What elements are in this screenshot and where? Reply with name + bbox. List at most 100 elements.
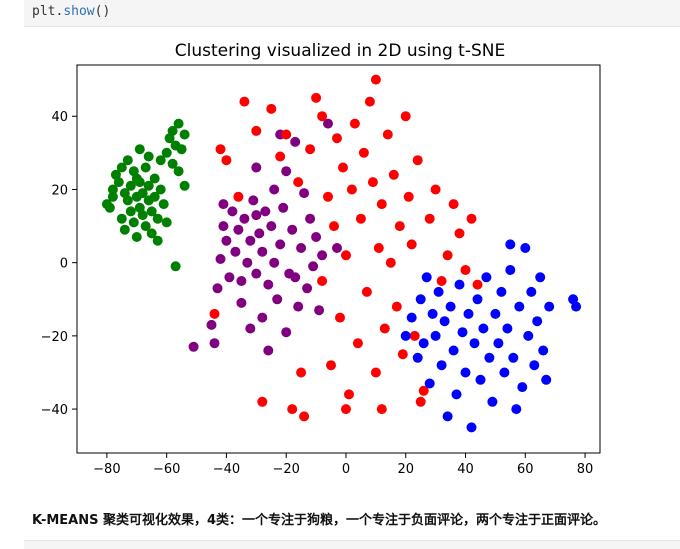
cluster-2-point	[373, 243, 384, 253]
cluster-0-point	[137, 210, 148, 221]
cluster-3-point	[490, 308, 501, 319]
cluster-2-point	[251, 125, 262, 136]
cluster-2-point	[406, 239, 417, 250]
cluster-3-point	[406, 312, 417, 323]
x-tick-label: 20	[397, 462, 414, 477]
x-tick-label: 60	[517, 462, 534, 477]
cluster-1-point	[302, 283, 313, 294]
cluster-2-point	[388, 169, 399, 180]
cluster-1-point	[188, 341, 199, 352]
cluster-3-point	[505, 239, 516, 250]
cluster-0-point	[140, 221, 151, 232]
cluster-2-point	[394, 221, 405, 232]
markdown-text: K-MEANS 聚类可视化效果，4类：一个专注于狗粮，一个专注于负面评论，两个专…	[32, 513, 607, 528]
y-tick-label: 40	[51, 110, 68, 125]
x-tick-label: 40	[457, 462, 474, 477]
cluster-3-point	[466, 422, 477, 433]
cluster-3-point	[535, 272, 546, 283]
x-tick-label: −20	[272, 462, 299, 477]
cluster-0-point	[131, 173, 142, 184]
cluster-1-point	[218, 221, 229, 232]
cluster-2-point	[472, 279, 483, 290]
cluster-0-point	[167, 158, 178, 169]
cluster-1-point	[281, 166, 292, 177]
cluster-1-point	[251, 162, 262, 173]
chart-title: Clustering visualized in 2D using t-SNE	[175, 41, 505, 61]
cluster-3-point	[412, 352, 423, 363]
cluster-3-point	[442, 411, 453, 422]
cluster-2-point	[317, 111, 328, 122]
cluster-3-point	[517, 382, 528, 393]
cluster-0-point	[152, 213, 163, 224]
cluster-3-point	[532, 316, 543, 327]
cluster-0-point	[122, 155, 133, 166]
cluster-2-point	[397, 349, 408, 360]
cluster-0-point	[179, 180, 190, 191]
cluster-2-point	[281, 129, 292, 140]
cluster-3-point	[421, 272, 432, 283]
cluster-1-point	[218, 199, 229, 210]
cluster-2-point	[379, 323, 390, 334]
cluster-3-point	[484, 352, 495, 363]
cluster-1-point	[317, 250, 328, 261]
cluster-1-point	[263, 279, 274, 290]
code-object: plt	[32, 4, 56, 19]
cluster-3-point	[526, 286, 537, 297]
cluster-0-point	[167, 125, 178, 136]
cluster-0-point	[128, 217, 139, 228]
markdown-cell[interactable]: K-MEANS 聚类可视化效果，4类：一个专注于狗粮，一个专注于负面评论，两个专…	[24, 500, 680, 536]
cluster-1-point	[332, 243, 342, 253]
code-cell[interactable]: plt.show()	[24, 0, 680, 27]
next-cell[interactable]	[24, 540, 680, 549]
cluster-1-point	[275, 239, 286, 250]
cluster-1-point	[299, 188, 310, 199]
cluster-0-point	[170, 261, 181, 272]
cluster-3-point	[541, 374, 552, 385]
cluster-3-point	[433, 286, 444, 297]
cluster-3-point	[478, 323, 489, 334]
cluster-2-point	[355, 213, 366, 224]
cluster-1-point	[287, 224, 298, 235]
cluster-3-point	[481, 272, 492, 283]
cluster-2-point	[358, 147, 369, 158]
cluster-2-point	[287, 404, 298, 415]
cluster-0-point	[125, 180, 136, 191]
cluster-3-point	[538, 345, 549, 356]
cluster-2-point	[415, 396, 426, 407]
cluster-3-point	[472, 294, 483, 305]
cluster-3-point	[418, 338, 429, 349]
cluster-2-point	[305, 144, 316, 155]
cluster-1-point	[257, 246, 268, 257]
x-tick-label: −60	[153, 462, 180, 477]
cluster-1-point	[209, 338, 220, 349]
cluster-3-point	[457, 327, 468, 338]
cluster-3-point	[454, 279, 465, 290]
cluster-3-point	[523, 330, 534, 341]
cluster-0-point	[152, 235, 163, 246]
cluster-1-point	[305, 213, 316, 224]
cluster-2-point	[430, 184, 441, 195]
cluster-1-point	[227, 206, 238, 217]
cluster-3-point	[505, 265, 516, 275]
cluster-2-point	[311, 92, 322, 103]
cluster-3-point	[544, 301, 555, 312]
plot-axes	[76, 64, 601, 454]
cluster-0-point	[173, 166, 184, 177]
cluster-3-point	[451, 389, 462, 400]
cluster-2-point	[299, 411, 310, 422]
cluster-1-point	[248, 195, 259, 206]
cluster-2-point	[209, 308, 220, 319]
y-tick-label: −40	[41, 403, 68, 418]
cluster-2-point	[352, 338, 363, 349]
cluster-2-point	[341, 250, 351, 261]
cluster-0-point	[149, 191, 160, 202]
cluster-1-point	[215, 254, 226, 264]
scatter-plot: Clustering visualized in 2D using t-SNE …	[41, 41, 601, 477]
cluster-1-point	[251, 210, 262, 221]
cluster-2-point	[454, 228, 465, 239]
cluster-1-point	[269, 257, 280, 268]
cluster-2-point	[466, 213, 477, 224]
cluster-1-point	[281, 327, 292, 338]
cluster-0-point	[143, 180, 154, 191]
cluster-0-point	[176, 144, 187, 155]
